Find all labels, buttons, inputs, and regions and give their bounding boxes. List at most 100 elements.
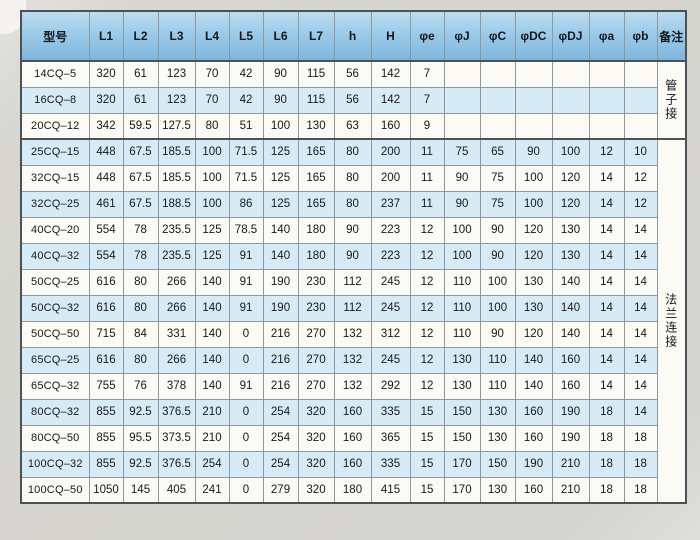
value-cell: 378: [157, 372, 196, 400]
table-row: 40CQ–20 554 78 235.5 125 78.5 140 180 90 223 12 100…: [20, 216, 686, 244]
table-row: 80CQ–50 855 95.5 373.5 210 0 254 320 160 365 15 150…: [20, 424, 686, 452]
value-cell: 71.5: [228, 138, 264, 166]
column-header-l2: L2: [122, 10, 159, 62]
value-cell: 11: [409, 138, 445, 166]
value-cell: 373.5: [157, 424, 196, 452]
model-cell: 32CQ–25: [20, 190, 90, 218]
value-cell: 112: [333, 294, 372, 322]
value-cell: 376.5: [157, 450, 196, 478]
value-cell: 80: [333, 190, 372, 218]
value-cell: 18: [623, 424, 658, 452]
value-cell: 190: [514, 450, 553, 478]
value-cell: 245: [370, 268, 411, 296]
value-cell: [479, 112, 516, 140]
value-cell: 90: [479, 216, 516, 244]
value-cell: 270: [297, 320, 335, 348]
value-cell: [623, 60, 658, 88]
value-cell: 120: [551, 164, 590, 192]
value-cell: 0: [228, 346, 264, 374]
value-cell: 1050: [88, 476, 124, 504]
value-cell: 190: [551, 424, 590, 452]
value-cell: 100: [479, 294, 516, 322]
value-cell: 14: [588, 242, 625, 270]
value-cell: 180: [297, 216, 335, 244]
model-cell: 40CQ–32: [20, 242, 90, 270]
table-row: 14CQ–5 320 61 123 70 42 90 115 56 142 7 管子接: [20, 60, 687, 140]
column-header-phi-a: φa: [588, 10, 625, 62]
value-cell: [514, 86, 553, 114]
value-cell: 448: [88, 164, 124, 192]
value-cell: 130: [443, 372, 481, 400]
value-cell: 100: [194, 138, 230, 166]
value-cell: 188.5: [157, 190, 196, 218]
model-cell: 14CQ–5: [20, 60, 90, 88]
value-cell: 14: [588, 216, 625, 244]
value-cell: [588, 86, 625, 114]
value-cell: 200: [370, 138, 411, 166]
value-cell: 755: [88, 372, 124, 400]
value-cell: [514, 112, 553, 140]
value-cell: [443, 112, 481, 140]
value-cell: 0: [228, 320, 264, 348]
value-cell: [479, 60, 516, 88]
value-cell: 14: [588, 190, 625, 218]
value-cell: 160: [333, 398, 372, 426]
value-cell: 80: [122, 294, 159, 322]
value-cell: 90: [443, 190, 481, 218]
value-cell: 140: [194, 294, 230, 322]
value-cell: 130: [479, 424, 516, 452]
value-cell: 142: [370, 86, 411, 114]
value-cell: 279: [262, 476, 299, 504]
value-cell: 14: [588, 294, 625, 322]
value-cell: 125: [194, 242, 230, 270]
value-cell: 14: [623, 242, 658, 270]
value-cell: 90: [479, 320, 516, 348]
value-cell: 190: [262, 294, 299, 322]
value-cell: 140: [551, 268, 590, 296]
value-cell: 140: [262, 216, 299, 244]
value-cell: 61: [122, 86, 159, 114]
value-cell: 235.5: [157, 242, 196, 270]
value-cell: 18: [588, 398, 625, 426]
value-cell: 56: [333, 60, 372, 88]
value-cell: 715: [88, 320, 124, 348]
value-cell: 130: [297, 112, 335, 140]
column-header-H: H: [370, 10, 411, 62]
value-cell: 185.5: [157, 164, 196, 192]
value-cell: 120: [514, 242, 553, 270]
value-cell: 0: [228, 450, 264, 478]
value-cell: 90: [333, 242, 372, 270]
value-cell: 65: [479, 138, 516, 166]
value-cell: [623, 112, 658, 140]
value-cell: 14: [588, 164, 625, 192]
value-cell: 78: [122, 242, 159, 270]
value-cell: 15: [409, 424, 445, 452]
value-cell: 270: [297, 346, 335, 374]
value-cell: 63: [333, 112, 372, 140]
value-cell: 0: [228, 398, 264, 426]
value-cell: 190: [551, 398, 590, 426]
value-cell: 42: [228, 60, 264, 88]
value-cell: 616: [88, 294, 124, 322]
value-cell: 76: [122, 372, 159, 400]
value-cell: 61: [122, 60, 159, 88]
value-cell: [551, 86, 590, 114]
value-cell: 200: [370, 164, 411, 192]
value-cell: 7: [409, 60, 445, 88]
value-cell: 130: [443, 346, 481, 374]
value-cell: 7: [409, 86, 445, 114]
value-cell: 91: [228, 242, 264, 270]
value-cell: 132: [333, 346, 372, 374]
model-cell: 65CQ–25: [20, 346, 90, 374]
value-cell: 90: [262, 86, 299, 114]
value-cell: 18: [623, 450, 658, 478]
value-cell: 123: [157, 60, 196, 88]
value-cell: 140: [551, 294, 590, 322]
value-cell: [551, 60, 590, 88]
value-cell: 18: [588, 450, 625, 478]
value-cell: 90: [514, 138, 553, 166]
value-cell: [443, 60, 481, 88]
value-cell: 80: [333, 138, 372, 166]
value-cell: 12: [409, 320, 445, 348]
model-cell: 50CQ–32: [20, 294, 90, 322]
